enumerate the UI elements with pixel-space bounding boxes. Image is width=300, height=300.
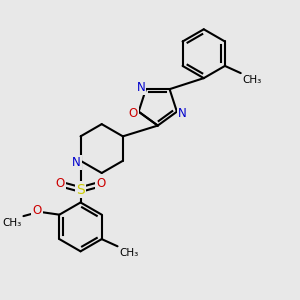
Text: O: O bbox=[96, 177, 105, 190]
Text: O: O bbox=[129, 106, 138, 120]
Text: O: O bbox=[56, 177, 65, 190]
Text: CH₃: CH₃ bbox=[242, 75, 261, 85]
Text: N: N bbox=[178, 106, 186, 120]
Text: N: N bbox=[136, 81, 145, 94]
Text: CH₃: CH₃ bbox=[119, 248, 138, 258]
Text: S: S bbox=[76, 182, 85, 197]
Text: N: N bbox=[72, 156, 81, 169]
Text: CH₃: CH₃ bbox=[3, 218, 22, 228]
Text: O: O bbox=[33, 204, 42, 217]
